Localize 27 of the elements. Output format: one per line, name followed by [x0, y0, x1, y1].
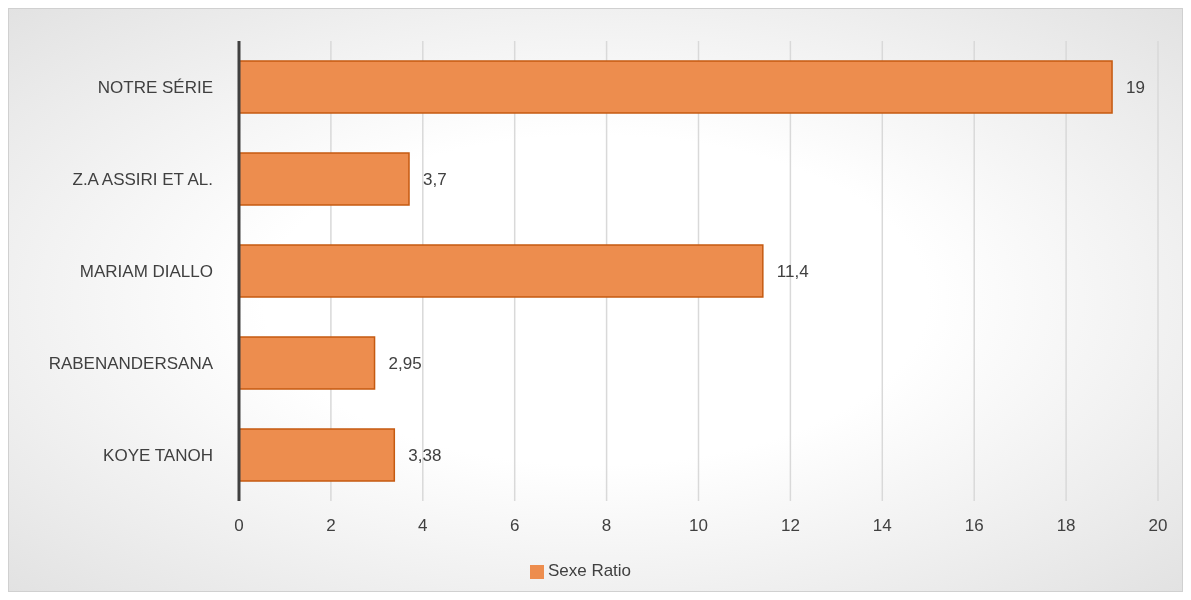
x-tick-label: 14 [872, 516, 892, 536]
x-tick-label: 6 [509, 516, 520, 536]
data-label: 3,7 [423, 170, 447, 190]
x-tick-label: 18 [1056, 516, 1076, 536]
legend-label: Sexe Ratio [547, 561, 632, 580]
x-tick-label: 8 [601, 516, 612, 536]
y-tick-label: MARIAM DIALLO [79, 262, 213, 282]
data-label: 19 [1126, 78, 1145, 98]
bar [239, 336, 376, 390]
y-tick-label: KOYE TANOH [103, 446, 213, 466]
bar [239, 60, 1113, 114]
x-tick-label: 16 [964, 516, 984, 536]
x-tick-label: 4 [418, 516, 428, 536]
data-label: 2,95 [388, 354, 422, 374]
x-tick-label: 20 [1148, 516, 1168, 536]
data-label: 3,38 [408, 446, 442, 466]
y-tick-label: Z.A ASSIRI ET AL. [72, 170, 213, 190]
bar [239, 428, 396, 482]
x-tick-label: 0 [234, 516, 244, 536]
bar [239, 244, 764, 298]
data-label: 11,4 [776, 262, 809, 282]
x-tick-label: 12 [780, 516, 800, 536]
x-tick-label: 2 [326, 516, 336, 536]
y-tick-label: NOTRE SÉRIE [97, 78, 213, 98]
bar [239, 152, 410, 206]
x-tick-label: 10 [689, 516, 708, 536]
y-tick-label: RABENANDERSANA [48, 354, 214, 374]
